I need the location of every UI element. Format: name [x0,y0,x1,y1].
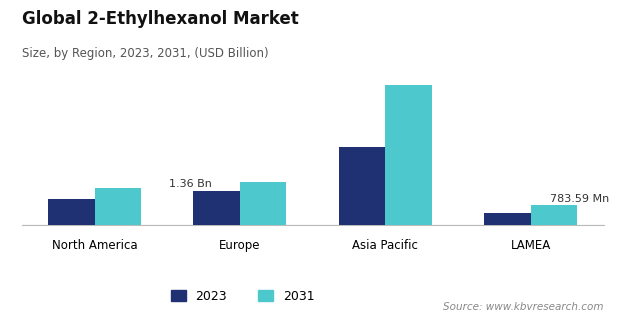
Text: Global 2-Ethylhexanol Market: Global 2-Ethylhexanol Market [22,10,298,28]
Bar [193,191,240,225]
Text: 1.36 Bn: 1.36 Bn [169,179,212,189]
Bar [240,182,287,225]
Bar [385,85,432,225]
Bar [530,205,577,225]
Bar [95,188,141,225]
Bar [48,199,95,225]
Bar [484,213,530,225]
Text: 783.59 Mn: 783.59 Mn [550,194,610,204]
Legend: 2023, 2031: 2023, 2031 [170,290,315,303]
Text: Size, by Region, 2023, 2031, (USD Billion): Size, by Region, 2023, 2031, (USD Billio… [22,47,268,60]
Bar [339,147,385,225]
Text: Source: www.kbvresearch.com: Source: www.kbvresearch.com [443,302,604,312]
